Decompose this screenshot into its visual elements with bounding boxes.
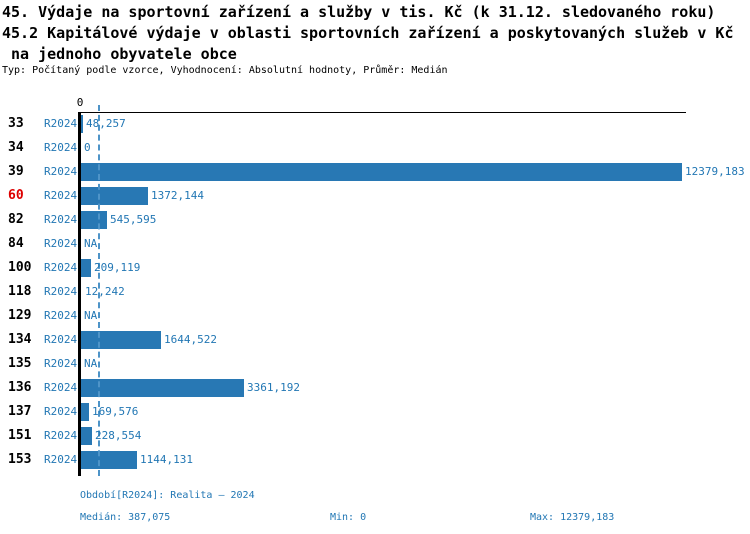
- row-id-label: 134: [8, 332, 32, 347]
- period-label: Období[R2024]: Realita – 2024: [80, 490, 255, 501]
- median-label: Medián: 387,075: [80, 512, 171, 523]
- max-label: Max: 12379,183: [530, 512, 615, 523]
- row-bar: [81, 163, 682, 181]
- row-id-label: 137: [8, 404, 32, 419]
- row-value-label: 3361,192: [247, 381, 300, 394]
- row-id-label: 82: [8, 212, 24, 227]
- row-period-label: R2024: [44, 405, 78, 418]
- row-period-label: R2024: [44, 309, 78, 322]
- row-bar: [81, 427, 92, 445]
- row-value-label: NA: [84, 357, 98, 370]
- row-value-label: 0: [84, 141, 91, 154]
- row-bar: [81, 403, 89, 421]
- row-period-label: R2024: [44, 261, 78, 274]
- row-id-label: 34: [8, 140, 24, 155]
- row-id-label: 100: [8, 260, 32, 275]
- row-bar: [81, 331, 161, 349]
- row-bar: [81, 211, 107, 229]
- row-period-label: R2024: [44, 357, 78, 370]
- row-period-label: R2024: [44, 237, 78, 250]
- row-period-label: R2024: [44, 333, 78, 346]
- row-period-label: R2024: [44, 189, 78, 202]
- row-value-label: 1144,131: [140, 453, 193, 466]
- row-value-label: 545,595: [110, 213, 157, 226]
- row-value-label: 12379,183: [685, 165, 745, 178]
- row-period-label: R2024: [44, 141, 78, 154]
- axis-zero-label: 0: [76, 96, 84, 109]
- row-value-label: NA: [84, 237, 98, 250]
- min-label: Min: 0: [330, 512, 367, 523]
- row-id-label: 129: [8, 308, 32, 323]
- row-period-label: R2024: [44, 429, 78, 442]
- row-id-label: 135: [8, 356, 32, 371]
- row-period-label: R2024: [44, 381, 78, 394]
- row-period-label: R2024: [44, 453, 78, 466]
- row-id-label: 136: [8, 380, 32, 395]
- row-value-label: 48,257: [86, 117, 126, 130]
- chart-title-line-3: na jednoho obyvatele obce: [2, 45, 237, 63]
- x-axis-line: [80, 112, 686, 113]
- row-id-label: 153: [8, 452, 32, 467]
- row-id-label: 84: [8, 236, 24, 251]
- chart-title-line-2: 45.2 Kapitálové výdaje v oblasti sportov…: [2, 24, 734, 42]
- row-value-label: 169,576: [92, 405, 139, 418]
- row-id-label: 151: [8, 428, 32, 443]
- row-period-label: R2024: [44, 117, 78, 130]
- row-bar: [81, 187, 148, 205]
- chart-meta-line: Typ: Počítaný podle vzorce, Vyhodnocení:…: [2, 65, 448, 76]
- row-bar: [81, 451, 137, 469]
- row-id-label: 33: [8, 116, 24, 131]
- row-value-label: 1644,522: [164, 333, 217, 346]
- row-bar: [81, 115, 83, 133]
- row-bar: [81, 379, 244, 397]
- row-period-label: R2024: [44, 165, 78, 178]
- row-bar: [81, 259, 91, 277]
- row-value-label: 12,242: [85, 285, 125, 298]
- row-value-label: 228,554: [95, 429, 142, 442]
- row-value-label: 209,119: [94, 261, 141, 274]
- row-period-label: R2024: [44, 285, 78, 298]
- row-id-label: 60: [8, 188, 24, 203]
- row-id-label: 39: [8, 164, 24, 179]
- chart-title-line-1: 45. Výdaje na sportovní zařízení a služb…: [2, 3, 716, 21]
- row-id-label: 118: [8, 284, 32, 299]
- row-period-label: R2024: [44, 213, 78, 226]
- row-value-label: 1372,144: [151, 189, 204, 202]
- median-line: [98, 105, 100, 476]
- y-axis-line: [78, 112, 81, 476]
- row-value-label: NA: [84, 309, 98, 322]
